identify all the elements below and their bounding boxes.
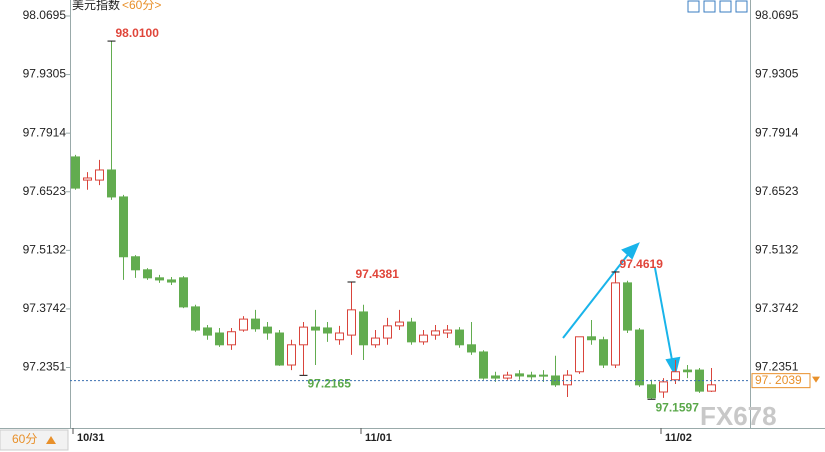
x-tick-label: 11/02	[665, 432, 692, 444]
annotation-label: 97.4619	[620, 257, 664, 271]
candle-body	[431, 330, 440, 336]
candle-body	[503, 374, 512, 379]
candle-body	[407, 321, 416, 343]
candle-body	[215, 332, 224, 346]
y-tick-label: 97.3742	[23, 301, 67, 315]
candle-body	[419, 334, 428, 343]
annotation-label: 97.1597	[656, 400, 700, 414]
candle-body	[347, 309, 356, 336]
candle-body	[575, 336, 584, 373]
y2-tick-label: 97.2351	[755, 360, 799, 374]
candle-body	[611, 282, 620, 366]
x-tick-label: 11/01	[365, 432, 392, 444]
y-tick-label: 98.0695	[23, 8, 67, 22]
candle-body	[371, 337, 380, 346]
candle-body	[647, 384, 656, 399]
chart-title: 美元指数	[72, 0, 120, 12]
y-tick-label: 97.5132	[23, 243, 67, 257]
candle-body	[383, 325, 392, 339]
candle-body	[239, 318, 248, 331]
last-price-label: 97. 2039	[755, 373, 802, 387]
icon[interactable]	[687, 0, 700, 13]
candle-body	[143, 269, 152, 279]
annotation-label: 97.4381	[356, 267, 400, 281]
candle-body	[587, 336, 596, 341]
candle-body	[395, 321, 404, 327]
candle-body	[491, 375, 500, 379]
y2-tick-label: 97.6523	[755, 184, 799, 198]
toolbar-icons[interactable]	[687, 0, 748, 13]
last-price-marker	[812, 376, 820, 383]
icon[interactable]	[703, 0, 716, 13]
candle-body	[263, 326, 272, 334]
candle-body	[119, 196, 128, 258]
candle-body	[599, 339, 608, 366]
candle-body	[563, 374, 572, 386]
candle-body	[635, 329, 644, 386]
candle-body	[299, 326, 308, 346]
period-arrow[interactable]	[46, 436, 56, 444]
x-tick-label: 10/31	[77, 432, 105, 444]
candle-body	[455, 329, 464, 346]
period-button-label[interactable]: 60分	[12, 432, 37, 446]
annotation-label: 98.0100	[116, 26, 160, 40]
candle-body	[179, 277, 188, 308]
arrow-line	[654, 267, 673, 361]
icon[interactable]	[735, 0, 748, 13]
candle-body	[287, 344, 296, 366]
candle-body	[227, 331, 236, 346]
y-tick-label: 97.9305	[23, 67, 67, 81]
candle-body	[443, 329, 452, 334]
arrow-head	[621, 242, 640, 260]
candle-body	[203, 327, 212, 336]
candle-body	[359, 311, 368, 346]
annotation-label: 97.2165	[308, 377, 352, 391]
candle-body	[323, 327, 332, 334]
candle-body	[71, 156, 80, 189]
candle-body	[659, 381, 668, 393]
candle-body	[527, 374, 536, 378]
candle-body	[191, 306, 200, 331]
y2-tick-label: 98.0695	[755, 8, 799, 22]
y2-tick-label: 97.7914	[755, 125, 799, 139]
y2-tick-label: 97.5132	[755, 243, 799, 257]
candle-body	[467, 344, 476, 353]
candle-body	[623, 282, 632, 331]
candle-body	[539, 374, 548, 377]
last-price-box	[751, 373, 811, 389]
candle-body	[335, 332, 344, 341]
candle-body	[275, 332, 284, 366]
y-tick-label: 97.7914	[23, 125, 67, 139]
candle-body	[83, 177, 92, 181]
candle-body	[707, 384, 716, 392]
candle-body	[155, 277, 164, 281]
candle-body	[683, 369, 692, 373]
candle-body	[479, 351, 488, 379]
candle-body	[167, 279, 176, 283]
candle-body	[251, 318, 260, 330]
period-label: <60分>	[122, 0, 161, 12]
y2-tick-label: 97.3742	[755, 301, 799, 315]
candle-body	[311, 326, 320, 331]
candle-body	[671, 371, 680, 381]
arrows	[562, 242, 681, 377]
icon[interactable]	[719, 0, 732, 13]
y-tick-label: 97.2351	[23, 360, 67, 374]
arrow-line	[562, 251, 631, 339]
candle-body	[131, 256, 140, 271]
y-tick-label: 97.6523	[23, 184, 67, 198]
candle-body	[95, 169, 104, 181]
period-button[interactable]	[0, 429, 69, 451]
candle-body	[107, 169, 116, 198]
watermark: FX678	[700, 401, 777, 431]
y2-tick-label: 97.9305	[755, 67, 799, 81]
candle-body	[515, 373, 524, 377]
